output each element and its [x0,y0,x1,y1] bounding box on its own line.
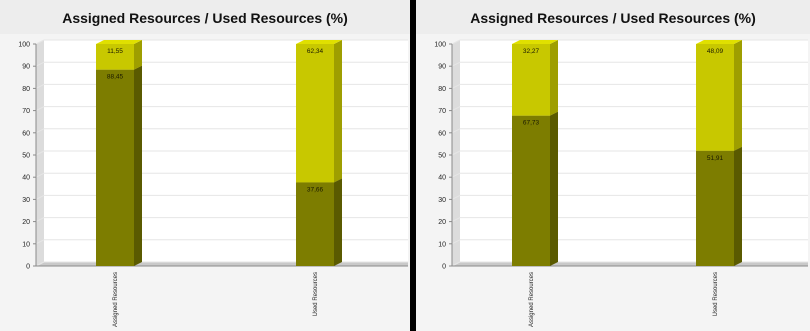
chart-panel-left: Assigned Resources / Used Resources (%) … [0,0,410,331]
y-tick-label: 60 [22,130,30,137]
bar-segment-lower-side [550,111,558,266]
bar-segment-upper-side [734,40,742,151]
gridline-diag [35,194,45,200]
gridline-diag [451,217,461,223]
data-label: 51,91 [707,155,724,162]
gridline-diag [451,239,461,245]
gridline-diag [451,261,461,267]
bar-segment-lower-side [334,178,342,266]
gridline-diag [451,106,461,112]
y-tick-label: 40 [22,175,30,182]
gridline-diag [451,150,461,156]
y-tick-label: 70 [438,108,446,115]
x-category-label: Used Resources [313,272,319,316]
bar-segment-upper [696,44,734,151]
y-tick-label: 10 [22,241,30,248]
y-tick-label: 100 [434,42,446,49]
bar-segment-upper-side [334,40,342,183]
y-tick-label: 0 [442,264,446,271]
y-tick-label: 30 [22,197,30,204]
gridline-diag [451,172,461,178]
x-category-label: Used Resources [713,272,719,316]
bar-segment-upper-top [512,40,558,44]
x-category-label: Assigned Resources [113,272,119,327]
y-tick-label: 80 [22,86,30,93]
y-tick-label: 100 [18,42,30,49]
bar-chart-right: 0 10 20 30 40 50 60 70 80 90 100 67,73 32,27 Assigned… [434,39,808,327]
bar-segment-upper-side [134,40,142,70]
bar-segment-upper-top [696,40,742,44]
bar-segment-lower-side [734,146,742,266]
bar-segment-upper-top [96,40,142,44]
y-tick-label: 10 [438,241,446,248]
gridline-diag [35,128,45,134]
y-tick-label: 30 [438,197,446,204]
bar-segment-upper [96,44,134,70]
data-label: 11,55 [107,48,123,55]
bar-segment-lower [96,69,134,267]
gridline-diag [451,128,461,134]
gridline-diag [35,61,45,67]
chart-panel-right: Assigned Resources / Used Resources (%) … [416,0,810,331]
gridline-diag [35,217,45,223]
y-tick-label: 40 [438,175,446,182]
y-tick-label: 50 [438,153,446,160]
y-tick-label: 80 [438,86,446,93]
y-tick-label: 70 [22,108,30,115]
plot-floor [452,262,808,266]
y-tick-label: 20 [22,219,30,226]
data-label: 37,66 [307,186,324,193]
bar-segment-upper-side [550,40,558,116]
gridline-diag [35,39,45,45]
data-label: 48,09 [707,48,724,55]
gridline-diag [35,239,45,245]
gridline-diag [451,39,461,45]
bar-segment-lower-side [134,65,142,267]
chart-title: Assigned Resources / Used Resources (%) [0,0,410,34]
data-label: 67,73 [523,120,540,127]
bar-segment-lower [296,182,334,266]
bar-segment-lower [696,150,734,266]
y-tick-label: 0 [26,264,30,271]
bar-segment-upper-top [296,40,342,44]
gridline-diag [35,150,45,156]
bar-segment-upper [512,44,550,116]
data-label: 32,27 [523,48,540,55]
gridline-diag [451,61,461,67]
x-category-label: Assigned Resources [529,272,535,327]
gridline-diag [35,261,45,267]
bar-chart-left: 0 10 20 30 40 50 60 70 80 90 100 88,45 11,55 Assigned… [18,39,408,327]
gridline-diag [451,194,461,200]
bar-segment-lower [512,115,550,266]
y-tick-label: 20 [438,219,446,226]
bar-segment-upper [296,44,334,183]
y-tick-label: 60 [438,130,446,137]
y-tick-label: 50 [22,153,30,160]
plot-floor [36,262,408,266]
gridline-diag [35,172,45,178]
gridline-diag [35,106,45,112]
data-label: 62,34 [307,48,324,55]
y-tick-label: 90 [22,64,30,71]
chart-title: Assigned Resources / Used Resources (%) [416,0,810,34]
y-tick-label: 90 [438,64,446,71]
gridline-diag [451,83,461,89]
gridline-diag [35,83,45,89]
data-label: 88,45 [107,74,124,81]
